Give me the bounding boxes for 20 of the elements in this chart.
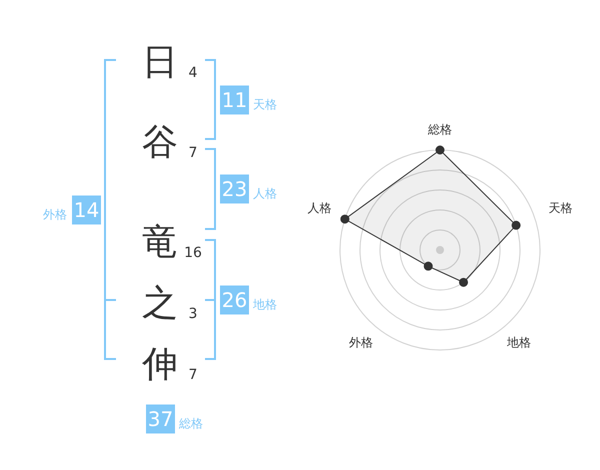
data-label: 4	[188, 65, 198, 82]
category-label: 伸	[141, 344, 178, 385]
category-label: 日	[142, 42, 178, 83]
spoke-label: 天格	[548, 200, 572, 215]
text: 外格	[43, 207, 67, 222]
spoke-label: 総格	[427, 122, 452, 137]
data-label: 16	[184, 245, 202, 262]
spoke-label: 人格	[308, 200, 332, 215]
data-label: 7	[188, 367, 198, 384]
category-label: 竜	[142, 222, 178, 263]
text: 地格	[252, 297, 277, 312]
spoke-label: 外格	[348, 335, 373, 350]
data-label: 7	[188, 145, 198, 162]
text: 天格	[253, 97, 277, 112]
data-label: 3	[188, 306, 198, 322]
spoke-label: 地格	[506, 335, 532, 350]
text: 総格	[178, 416, 203, 430]
category-label: 之	[142, 282, 178, 324]
category-label: 谷	[142, 122, 178, 163]
text: 人格	[253, 186, 277, 200]
